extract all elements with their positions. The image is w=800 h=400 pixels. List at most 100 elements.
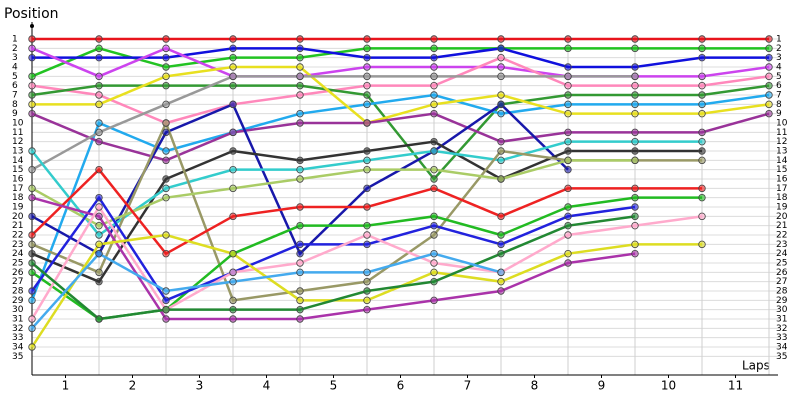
position-marker <box>564 100 572 109</box>
position-marker <box>430 175 438 183</box>
position-marker <box>28 184 36 193</box>
position-marker <box>564 231 572 239</box>
position-marker <box>564 184 572 193</box>
y-tick-label: 18 <box>12 193 24 203</box>
position-marker <box>363 240 371 249</box>
position-marker <box>497 53 505 62</box>
position-marker <box>162 305 170 314</box>
x-tick-label: 2 <box>129 379 137 393</box>
y-tick-label-right: 7 <box>776 91 782 101</box>
position-marker <box>765 109 773 118</box>
position-marker <box>497 44 505 53</box>
position-marker <box>162 287 170 295</box>
x-tick-label: 1 <box>62 379 70 393</box>
position-marker <box>363 287 371 295</box>
position-marker <box>363 305 371 314</box>
x-tick-label: 9 <box>598 379 606 393</box>
position-marker <box>162 315 170 323</box>
position-marker <box>564 156 572 165</box>
position-marker <box>229 128 237 137</box>
position-marker <box>296 63 304 71</box>
y-tick-label-right: 10 <box>776 119 788 129</box>
y-tick-label: 2 <box>12 44 18 54</box>
position-marker <box>564 128 572 137</box>
position-marker <box>698 128 706 137</box>
position-marker <box>363 119 371 127</box>
position-marker <box>95 231 103 239</box>
position-marker <box>162 231 170 239</box>
position-marker <box>698 137 706 146</box>
position-marker <box>162 44 170 53</box>
position-marker <box>698 212 706 221</box>
y-tick-label-right: 1 <box>776 35 782 45</box>
position-marker <box>296 296 304 305</box>
position-marker <box>631 156 639 165</box>
y-tick-label-right: 28 <box>776 287 788 297</box>
y-tick-label-right: 13 <box>776 147 787 157</box>
position-marker <box>28 100 36 109</box>
position-marker <box>95 240 103 249</box>
y-tick-label-right: 15 <box>776 165 787 175</box>
position-marker <box>564 63 572 71</box>
position-marker <box>28 324 36 333</box>
position-marker <box>296 35 304 43</box>
y-tick-label-right: 14 <box>776 156 788 166</box>
position-marker <box>363 203 371 211</box>
position-marker <box>430 165 438 174</box>
position-marker <box>162 81 170 90</box>
position-marker <box>430 221 438 230</box>
position-marker <box>363 147 371 155</box>
position-marker <box>363 296 371 305</box>
position-marker <box>698 81 706 90</box>
y-tick-label-right: 29 <box>776 296 788 306</box>
position-marker <box>430 63 438 71</box>
position-marker <box>363 91 371 99</box>
y-tick-label: 19 <box>12 203 24 213</box>
position-marker <box>631 44 639 53</box>
position-marker <box>28 315 36 323</box>
position-marker <box>229 212 237 221</box>
y-tick-label: 6 <box>12 81 18 91</box>
position-marker <box>497 287 505 295</box>
position-marker <box>229 315 237 323</box>
position-marker <box>497 35 505 43</box>
position-marker <box>162 147 170 155</box>
position-marker <box>363 81 371 90</box>
y-tick-label: 23 <box>12 240 23 250</box>
position-marker <box>698 35 706 43</box>
position-marker <box>430 212 438 221</box>
y-tick-label-right: 22 <box>776 231 787 241</box>
y-tick-label-right: 21 <box>776 221 787 231</box>
position-marker <box>698 147 706 155</box>
position-marker <box>229 81 237 90</box>
position-marker <box>28 72 36 81</box>
y-tick-label: 3 <box>12 53 18 63</box>
position-marker <box>162 63 170 71</box>
x-tick-label: 5 <box>330 379 338 393</box>
position-marker <box>296 109 304 118</box>
position-marker <box>28 109 36 118</box>
position-marker <box>631 35 639 43</box>
position-marker <box>631 137 639 146</box>
y-tick-label: 15 <box>12 165 23 175</box>
position-marker <box>698 156 706 165</box>
position-marker <box>765 63 773 71</box>
position-marker <box>497 277 505 286</box>
position-marker <box>363 165 371 174</box>
position-marker <box>430 53 438 62</box>
y-tick-label-right: 19 <box>776 203 788 213</box>
position-marker <box>229 305 237 314</box>
position-marker <box>698 44 706 53</box>
position-marker <box>363 156 371 165</box>
position-marker <box>95 203 103 211</box>
position-marker <box>95 249 103 258</box>
position-line <box>31 215 636 321</box>
position-marker <box>229 53 237 62</box>
position-marker <box>631 203 639 211</box>
y-tick-label: 22 <box>12 231 23 241</box>
position-line <box>32 47 769 69</box>
y-axis-title: Position <box>4 6 59 22</box>
position-marker <box>363 184 371 193</box>
y-tick-label: 33 <box>12 333 23 343</box>
y-tick-label-right: 5 <box>776 72 782 82</box>
